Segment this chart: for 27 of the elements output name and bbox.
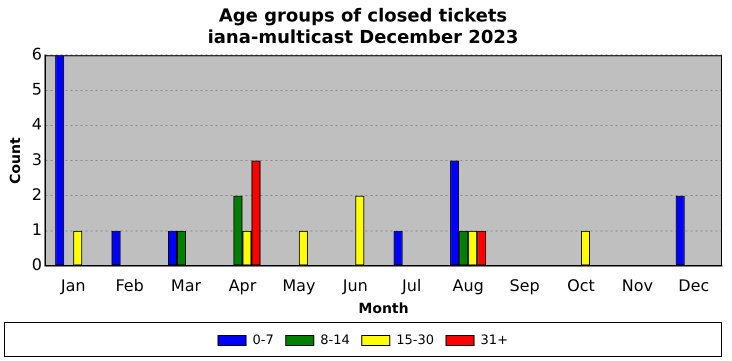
chart-subtitle: iana-multicast December 2023 — [208, 27, 518, 48]
chart-title: Age groups of closed tickets — [218, 5, 508, 26]
x-tick-label: Dec — [678, 276, 710, 295]
legend-label: 8-14 — [320, 332, 350, 348]
legend-label: 0-7 — [252, 332, 274, 348]
y-tick-label: 1 — [32, 220, 42, 240]
x-tick-label: Oct — [567, 276, 595, 295]
x-tick-label: Jan — [60, 276, 86, 295]
y-tick-label: 4 — [32, 114, 42, 134]
y-tick-label: 3 — [32, 150, 42, 169]
x-axis-title: Month — [358, 301, 409, 318]
y-tick-label: 6 — [32, 44, 42, 64]
x-tick-label: Jul — [401, 276, 422, 295]
x-tick-label: Mar — [170, 276, 202, 295]
legend-label: 31+ — [480, 332, 508, 348]
x-tick-label: May — [282, 276, 316, 295]
y-tick-label: 0 — [32, 255, 42, 274]
x-tick-label: Feb — [115, 276, 144, 295]
x-tick-label: Apr — [228, 276, 257, 295]
x-tick-label: Nov — [622, 276, 653, 295]
legend-label: 15-30 — [396, 332, 434, 348]
y-tick-label: 5 — [32, 79, 42, 98]
y-axis-title: Count — [8, 137, 24, 184]
y-tick-label: 2 — [32, 184, 42, 204]
x-tick-label: Jun — [342, 276, 368, 295]
x-tick-label: Aug — [452, 276, 484, 295]
x-tick-label: Sep — [509, 276, 540, 295]
